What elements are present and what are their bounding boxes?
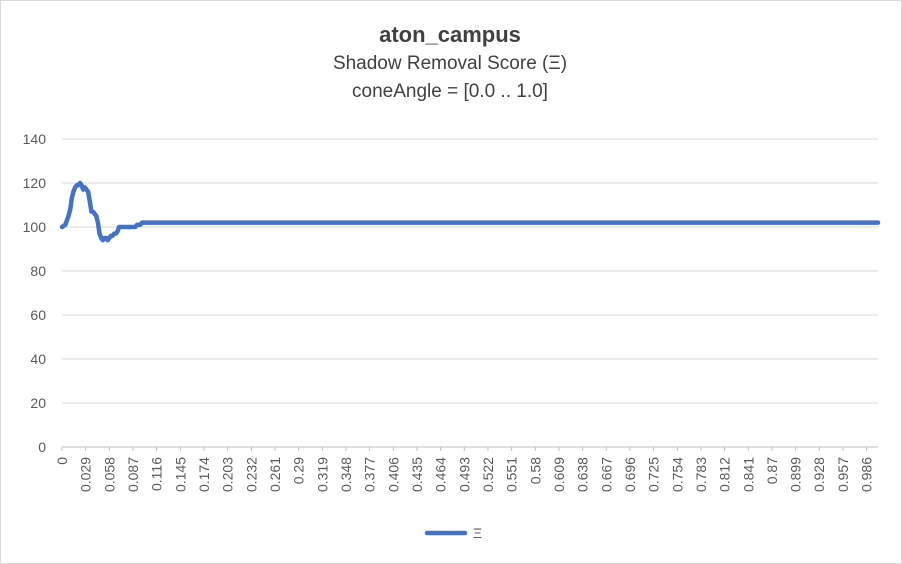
y-tick-label: 60 [30, 307, 46, 323]
y-tick-label: 40 [30, 351, 46, 367]
x-tick-label: 0.609 [551, 457, 567, 492]
chart-title-block: aton_campus Shadow Removal Score (Ξ) con… [0, 20, 900, 106]
x-tick-label: 0.522 [480, 457, 496, 492]
x-tick-label: 0.638 [575, 457, 591, 492]
y-tick-label: 100 [23, 219, 47, 235]
x-tick-label: 0.783 [693, 457, 709, 492]
x-tick-label: 0.58 [527, 457, 543, 484]
x-tick-label: 0.957 [835, 457, 851, 492]
x-tick-label: 0.696 [622, 457, 638, 492]
x-tick-label: 0.899 [788, 457, 804, 492]
x-tick-label: 0.319 [314, 457, 330, 492]
gridlines [62, 138, 878, 448]
x-tick-label: 0.29 [291, 457, 307, 484]
legend-label: Ξ [473, 525, 482, 541]
y-tick-label: 120 [23, 175, 47, 191]
x-tick-label: 0.667 [598, 457, 614, 492]
y-tick-label: 80 [30, 263, 46, 279]
x-tick-label: 0 [54, 457, 70, 465]
x-tick-label: 0.203 [220, 457, 236, 492]
x-tick-label: 0.928 [811, 457, 827, 492]
x-tick-label: 0.435 [409, 457, 425, 492]
x-tick-label: 0.232 [243, 457, 259, 492]
series-line [59, 180, 881, 243]
x-tick-label: 0.145 [172, 457, 188, 492]
y-tick-label: 140 [23, 131, 47, 147]
x-tick-label: 0.812 [717, 457, 733, 492]
y-axis-tick-labels: 0 20 40 60 80 100 120 140 [23, 131, 47, 455]
chart-subtitle: Shadow Removal Score (Ξ) [332, 53, 568, 74]
chart-title: aton_campus [379, 22, 521, 47]
x-axis-tick-labels: 0 0.029 0.058 0.087 0.116 0.145 0.174 0.203 0.23… [54, 447, 875, 492]
x-tick-label: 0.87 [764, 457, 780, 484]
x-tick-label: 0.406 [385, 457, 401, 492]
x-tick-label: 0.551 [504, 457, 520, 492]
x-tick-label: 0.058 [101, 457, 117, 492]
x-tick-label: 0.029 [78, 457, 94, 492]
x-tick-label: 0.986 [859, 457, 875, 492]
series-lines [59, 180, 881, 243]
x-tick-label: 0.174 [196, 457, 212, 492]
x-tick-label: 0.261 [267, 457, 283, 492]
x-tick-label: 0.754 [669, 457, 685, 492]
y-tick-label: 0 [38, 439, 46, 455]
x-tick-label: 0.348 [338, 457, 354, 492]
x-tick-label: 0.464 [433, 457, 449, 492]
x-tick-label: 0.377 [362, 457, 378, 492]
chart-subtitle-2: coneAngle = [0.0 .. 1.0] [352, 81, 548, 102]
y-tick-label: 20 [30, 395, 46, 411]
x-tick-label: 0.493 [456, 457, 472, 492]
x-tick-label: 0.116 [149, 457, 165, 491]
x-tick-label: 0.725 [646, 457, 662, 492]
x-tick-label: 0.087 [125, 457, 141, 492]
x-tick-label: 0.841 [740, 457, 756, 492]
legend: Ξ [424, 525, 482, 541]
